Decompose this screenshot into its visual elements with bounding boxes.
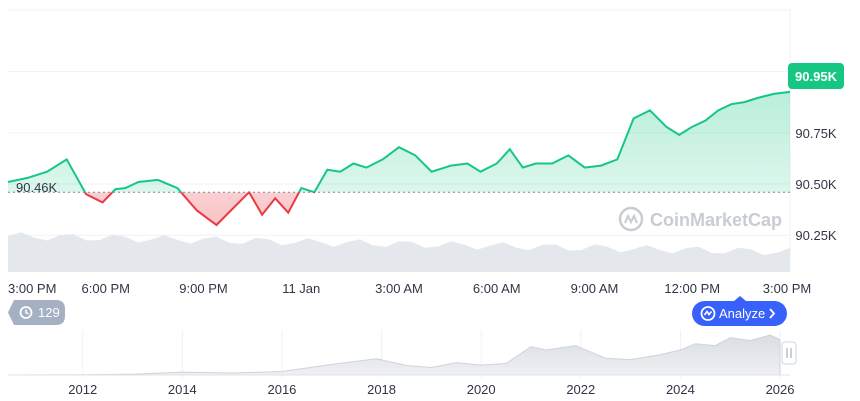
price-area-down [8, 192, 790, 225]
overview-x-labels: 2012 2014 2016 2018 2020 2022 2024 2026 [68, 382, 794, 397]
overview-tick-label: 2024 [666, 382, 695, 397]
price-line-up [7, 90, 791, 193]
x-tick-label: 3:00 AM [375, 281, 423, 296]
overview-tick-label: 2012 [68, 382, 97, 397]
history-icon [19, 306, 33, 319]
analyze-icon [700, 306, 716, 321]
overview-tick-label: 2014 [168, 382, 197, 397]
x-tick-label: 3:00 PM [763, 281, 811, 296]
coinmarketcap-logo-icon [618, 206, 644, 232]
x-tick-label: 9:00 PM [179, 281, 227, 296]
x-tick-label: 6:00 AM [473, 281, 521, 296]
y-tick-label: 90.50K [795, 177, 837, 192]
current-price-badge: 90.95K [788, 63, 844, 89]
overview-tick-label: 2018 [367, 382, 396, 397]
history-badge[interactable]: 129 [8, 300, 65, 325]
analyze-button[interactable]: Analyze [692, 296, 787, 326]
overview-tick-label: 2016 [267, 382, 296, 397]
chevron-right-icon [769, 308, 776, 319]
x-tick-label: 6:00 PM [82, 281, 130, 296]
overview-chart: 2012 2014 2016 2018 2020 2022 2024 2026 [7, 330, 797, 397]
x-axis-labels: 3:00 PM 6:00 PM 9:00 PM 11 Jan 3:00 AM 6:00 A… [8, 281, 811, 296]
overview-tick-label: 2022 [566, 382, 595, 397]
x-tick-label: 9:00 AM [571, 281, 619, 296]
current-price-label: 90.95K [795, 69, 838, 84]
x-tick-label: 3:00 PM [8, 281, 56, 296]
price-area [7, 90, 791, 227]
reference-label: 90.46K [16, 180, 58, 195]
volume-bars [8, 232, 790, 272]
y-axis-labels: 90.25K 90.50K 90.75K [795, 126, 837, 243]
x-tick-label: 11 Jan [282, 281, 320, 296]
watermark-text: CoinMarketCap [650, 210, 782, 230]
overview-tick-label: 2020 [467, 382, 496, 397]
overview-tick-label: 2026 [766, 382, 795, 397]
y-tick-label: 90.75K [795, 126, 837, 141]
x-tick-label: 12:00 PM [664, 281, 720, 296]
range-handle[interactable] [781, 341, 797, 365]
overview-area [7, 334, 781, 376]
y-tick-label: 90.25K [795, 228, 837, 243]
coinmarketcap-watermark: CoinMarketCap [618, 206, 782, 232]
history-count: 129 [38, 305, 60, 320]
analyze-label: Analyze [719, 306, 765, 321]
